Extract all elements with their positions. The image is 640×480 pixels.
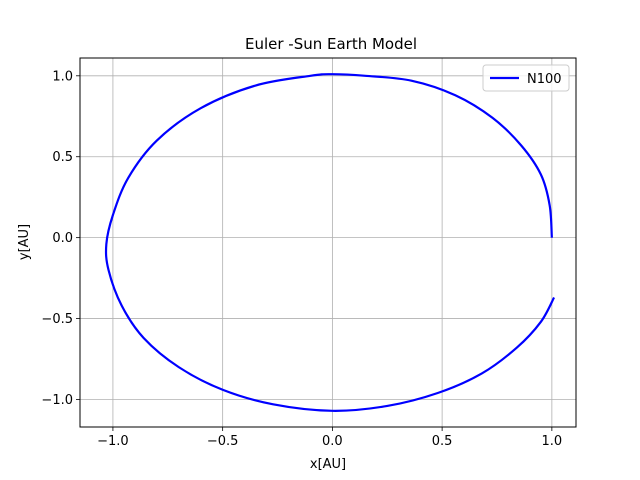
y-tick-label: 0.0 — [52, 231, 73, 246]
x-tick-label: −1.0 — [97, 434, 129, 449]
x-tick-label: 0.0 — [322, 434, 343, 449]
series-layer — [104, 73, 556, 412]
plot-frame — [79, 57, 577, 428]
y-tick-label: 0.5 — [52, 150, 73, 165]
legend: N100 — [482, 64, 570, 92]
x-tick-label: −0.5 — [207, 434, 239, 449]
legend-label-n100: N100 — [527, 72, 562, 87]
series-line-n100 — [104, 73, 556, 412]
x-tick-label: 0.5 — [432, 434, 453, 449]
ticks: −1.0 −0.5 0.0 0.5 1.0 −1.0 −0.5 0.0 0.5 1.0 — [41, 69, 562, 449]
x-tick-label: 1.0 — [542, 434, 563, 449]
legend-box — [482, 64, 570, 92]
x-axis-label: x[AU] — [310, 457, 346, 472]
y-tick-label: −0.5 — [41, 312, 73, 327]
y-axis-label: y[AU] — [17, 224, 32, 260]
y-tick-label: −1.0 — [41, 393, 73, 408]
y-tick-label: 1.0 — [52, 69, 73, 84]
chart-title: Euler -Sun Earth Model — [245, 35, 417, 53]
